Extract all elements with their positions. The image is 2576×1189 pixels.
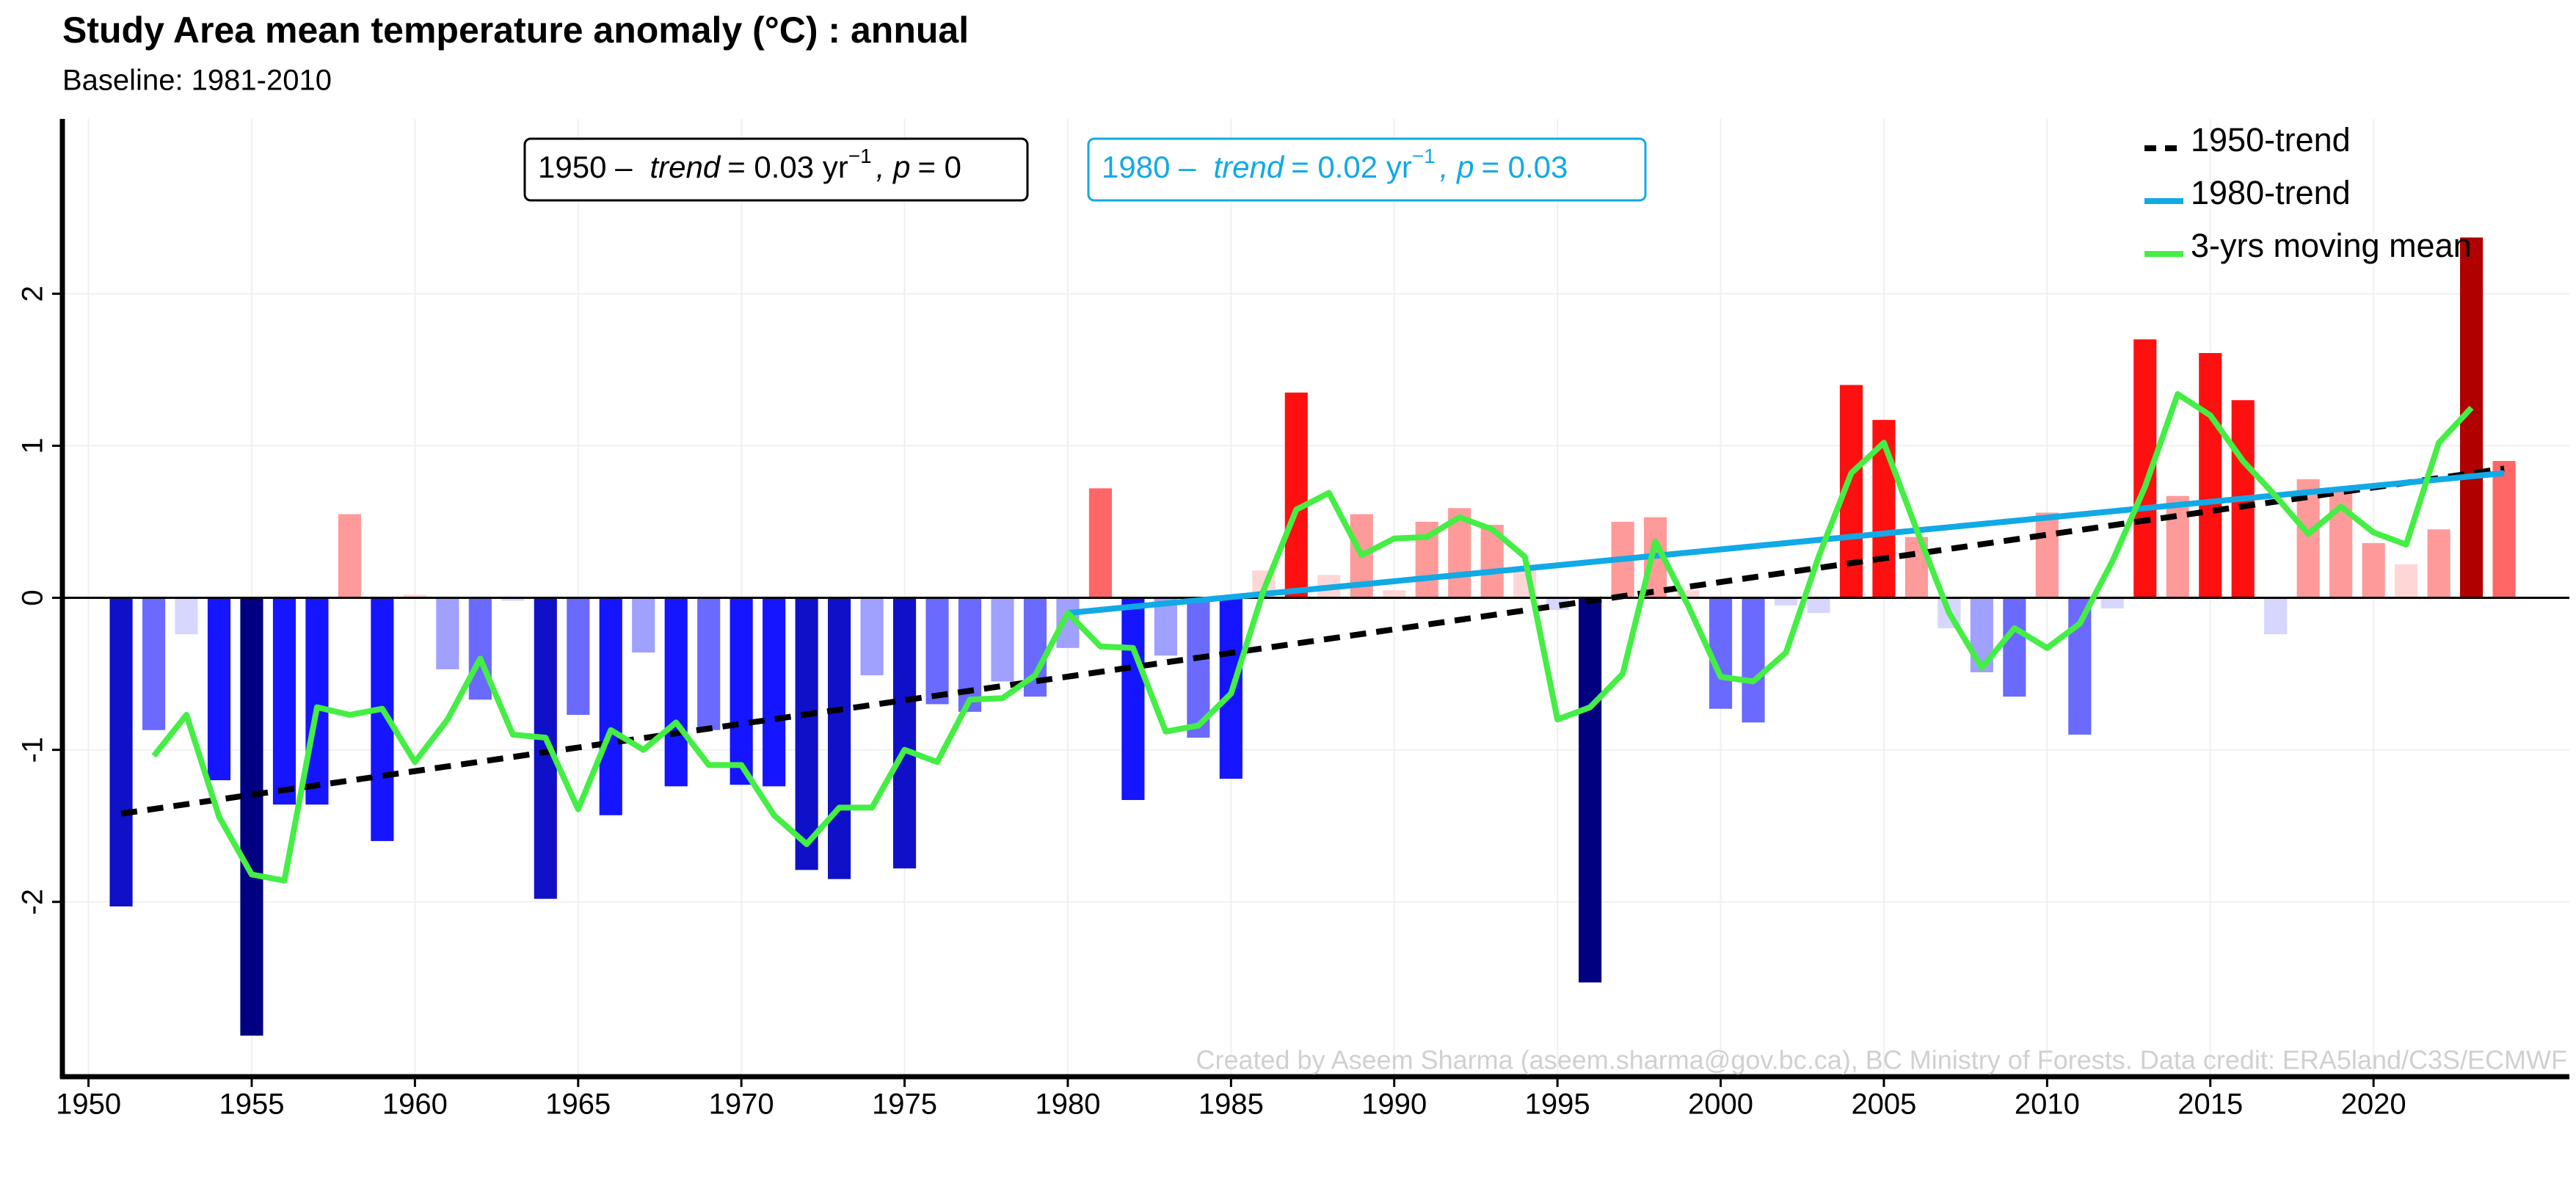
- annotation: 1980 – trend = 0.02 yr−1, p = 0.03: [1102, 145, 1568, 184]
- bar: [828, 597, 851, 879]
- bar: [1774, 597, 1798, 606]
- credit: Created by Aseem Sharma (aseem.sharma@go…: [1196, 1045, 2567, 1075]
- bar: [1121, 597, 1145, 800]
- legend-label: 1950-trend: [2191, 121, 2351, 159]
- bar: [1742, 597, 1765, 723]
- bar: [2362, 542, 2385, 598]
- bar: [1088, 488, 1113, 598]
- x-tick-label: 1980: [1035, 1088, 1100, 1121]
- y-tick-label: 0: [17, 589, 49, 606]
- x-tick-label: 2020: [2341, 1088, 2406, 1121]
- bar: [2264, 597, 2288, 635]
- x-tick-label: 2010: [2015, 1088, 2080, 1121]
- bar: [207, 597, 231, 781]
- bar: [1154, 597, 1177, 656]
- bar: [240, 597, 263, 1036]
- annotation-slope: = 0.02 yr: [1291, 150, 1412, 184]
- annotation-p: = 0: [917, 150, 961, 184]
- x-tick-label: 2000: [1688, 1088, 1753, 1121]
- bar: [2035, 512, 2059, 598]
- bar: [109, 597, 133, 906]
- x-tick-label: 1960: [382, 1088, 448, 1121]
- bar: [1676, 590, 1700, 598]
- series-line: [151, 390, 2474, 884]
- bar: [2395, 564, 2418, 598]
- bar: [1383, 590, 1406, 598]
- bar: [2100, 597, 2124, 608]
- annotation-trend-label: trend: [1213, 150, 1284, 184]
- bar: [403, 594, 426, 598]
- bar: [272, 597, 296, 805]
- x-tick-label: 1975: [872, 1088, 937, 1121]
- bar: [142, 597, 166, 730]
- annotation-box: [523, 137, 1029, 202]
- legend-label: 1980-trend: [2191, 174, 2351, 211]
- x-tick-label: 1990: [1361, 1088, 1427, 1121]
- bar: [729, 597, 753, 785]
- annotation-exponent: −1: [1412, 145, 1436, 167]
- bar: [175, 597, 198, 635]
- annotation-prefix: 1950 –: [538, 150, 633, 184]
- annotation-exponent: −1: [848, 145, 872, 167]
- y-tick-label: 1: [17, 437, 49, 454]
- annotation-box: [1087, 137, 1647, 202]
- y-tick-label: -1: [17, 737, 49, 763]
- y-tick-label: -2: [17, 889, 49, 915]
- x-tick-label: 1965: [545, 1088, 611, 1121]
- bar: [1284, 392, 1308, 598]
- bar: [795, 597, 818, 870]
- annotation-p: = 0.03: [1481, 150, 1568, 184]
- annotation: 1950 – trend = 0.03 yr−1, p = 0: [538, 145, 961, 184]
- bar: [2166, 495, 2189, 598]
- chart-title: Study Area mean temperature anomaly (°C)…: [62, 10, 969, 51]
- series-line: [120, 465, 2505, 817]
- bar: [1807, 597, 1830, 614]
- bar: [2427, 529, 2451, 598]
- bar: [860, 597, 884, 676]
- bar: [991, 597, 1014, 682]
- y-tick-label: 2: [17, 286, 49, 302]
- annotation-slope: = 0.03 yr: [727, 150, 848, 184]
- bar: [599, 597, 622, 815]
- series-line: [1067, 470, 2505, 617]
- x-tick-label: 1970: [709, 1088, 774, 1121]
- bar: [2003, 597, 2026, 697]
- bar: [305, 597, 329, 805]
- annotation-trend-label: trend: [650, 150, 721, 184]
- bar: [664, 597, 688, 787]
- bar: [892, 597, 917, 869]
- bar: [697, 597, 721, 730]
- bar: [2492, 461, 2516, 598]
- annotation-prefix: 1980 –: [1102, 150, 1196, 184]
- bar: [567, 597, 590, 715]
- x-tick-label: 1985: [1198, 1088, 1264, 1121]
- annotation-p-label: , p: [1440, 150, 1474, 184]
- x-tick-label: 1955: [219, 1088, 284, 1121]
- x-tick-label: 2015: [2177, 1088, 2243, 1121]
- annotation-p-label: , p: [876, 150, 911, 184]
- bar: [501, 597, 525, 601]
- legend-label: 3-yrs moving mean: [2191, 227, 2472, 264]
- chart-subtitle: Baseline: 1981-2010: [62, 65, 332, 97]
- bar: [1579, 597, 1602, 983]
- bar: [763, 597, 786, 787]
- bar: [338, 514, 361, 598]
- bar: [436, 597, 459, 669]
- bar: [925, 597, 949, 705]
- x-tick-label: 1950: [56, 1088, 121, 1121]
- bar: [632, 597, 655, 653]
- x-tick-label: 1995: [1525, 1088, 1590, 1121]
- bar: [2199, 353, 2222, 598]
- x-tick-label: 2005: [1851, 1088, 1916, 1121]
